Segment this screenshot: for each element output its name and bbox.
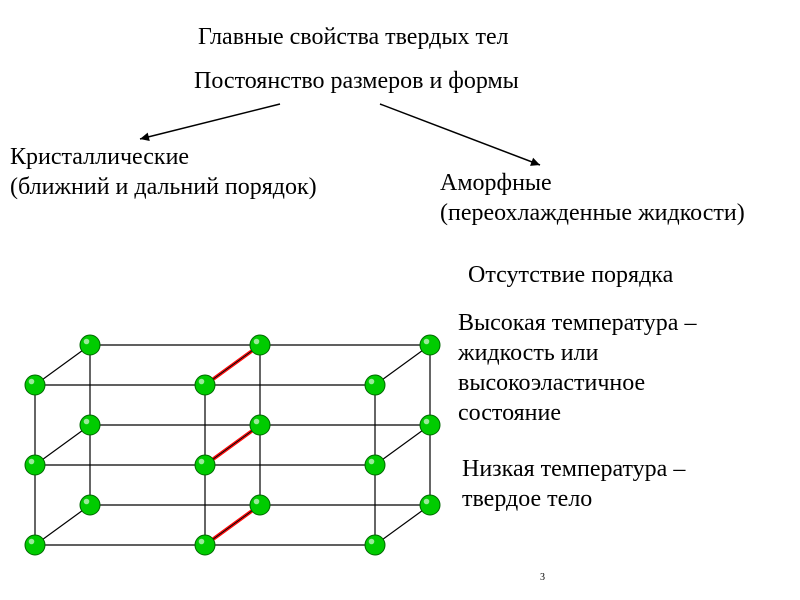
slide-number: 3 xyxy=(540,572,545,585)
slide: Главные свойства твердых тел Постоянство… xyxy=(0,0,800,600)
crystal-lattice-diagram xyxy=(0,0,800,600)
